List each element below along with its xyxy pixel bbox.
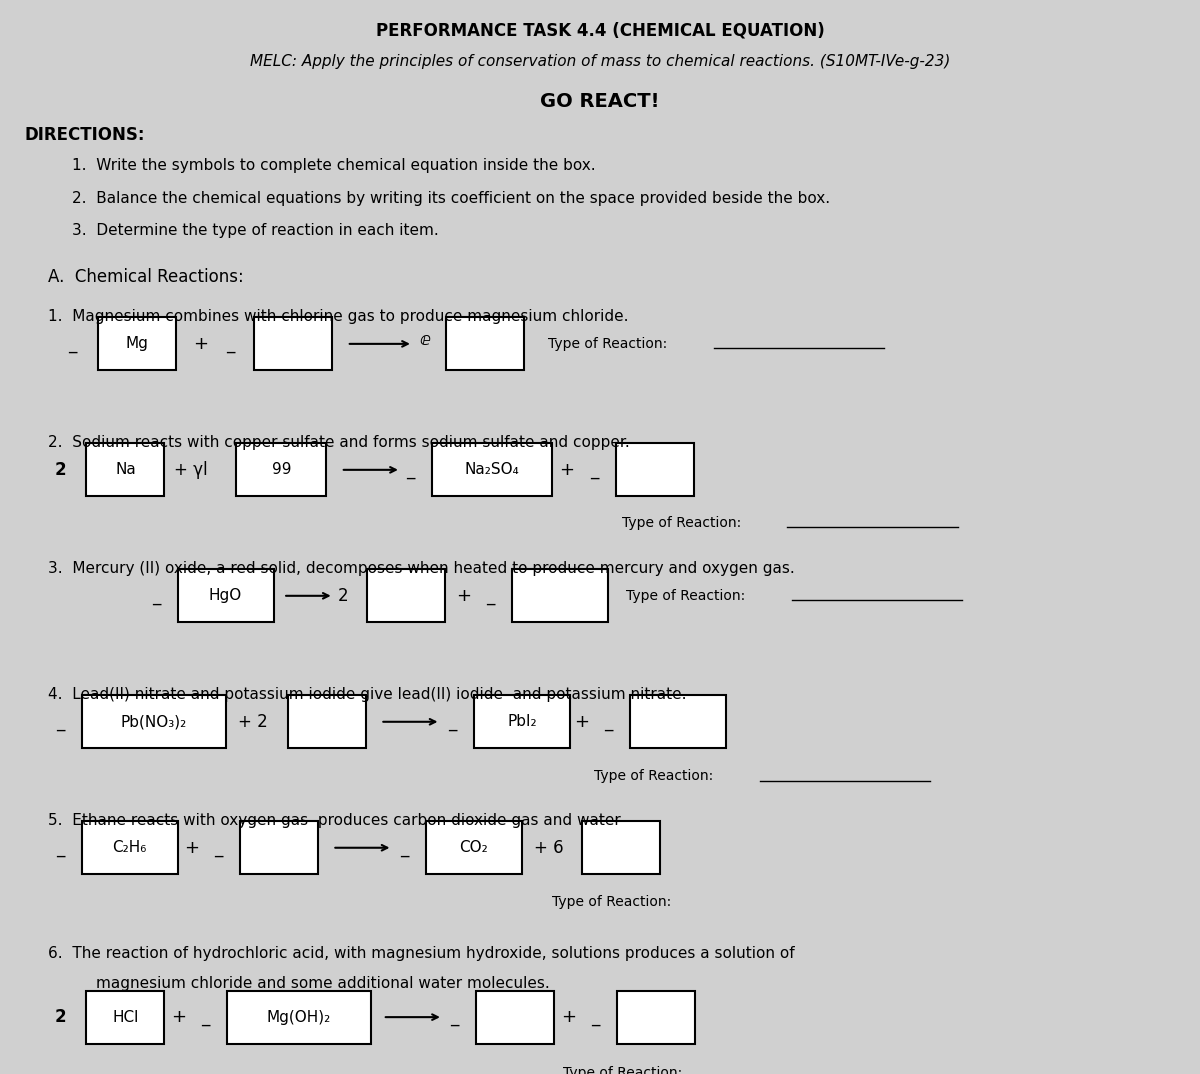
Text: +: + xyxy=(185,839,199,857)
Bar xyxy=(236,444,326,496)
Bar xyxy=(446,317,524,371)
Bar xyxy=(254,317,332,371)
Bar xyxy=(617,990,695,1044)
Text: PERFORMANCE TASK 4.4 (CHEMICAL EQUATION): PERFORMANCE TASK 4.4 (CHEMICAL EQUATION) xyxy=(376,21,824,40)
Text: HgO: HgO xyxy=(209,589,242,604)
Text: Type of Reaction:: Type of Reaction: xyxy=(552,896,671,910)
Bar xyxy=(630,695,726,749)
Text: Mg(OH)₂: Mg(OH)₂ xyxy=(266,1010,331,1025)
Text: _: _ xyxy=(202,1008,209,1026)
Text: Type of Reaction:: Type of Reaction: xyxy=(622,516,740,529)
Bar xyxy=(288,695,366,749)
Text: +: + xyxy=(172,1008,186,1026)
Text: ⅇ: ⅇ xyxy=(419,331,431,349)
Text: 4.  Lead(II) nitrate and potassium iodide give lead(II) iodide  and potassium ni: 4. Lead(II) nitrate and potassium iodide… xyxy=(48,687,686,702)
Text: _: _ xyxy=(68,335,76,353)
Text: _: _ xyxy=(592,1008,599,1026)
Text: Pb(NO₃)₂: Pb(NO₃)₂ xyxy=(120,714,187,729)
Bar xyxy=(86,444,164,496)
Text: 1.  Magnesium combines with chlorine gas to produce magnesium chloride.: 1. Magnesium combines with chlorine gas … xyxy=(48,309,629,324)
Bar xyxy=(432,444,552,496)
Text: _: _ xyxy=(56,839,64,857)
Bar xyxy=(582,822,660,874)
Bar xyxy=(98,317,176,371)
Bar xyxy=(240,822,318,874)
Text: +: + xyxy=(562,1008,576,1026)
Text: 3.  Mercury (II) oxide, a red solid, decomposes when heated to produce mercury a: 3. Mercury (II) oxide, a red solid, deco… xyxy=(48,561,794,576)
Text: 99: 99 xyxy=(271,462,292,477)
Bar xyxy=(476,990,554,1044)
Text: PbI₂: PbI₂ xyxy=(508,714,536,729)
Text: C₂H₆: C₂H₆ xyxy=(113,840,146,855)
Text: GO REACT!: GO REACT! xyxy=(540,92,660,111)
Text: Type of Reaction:: Type of Reaction: xyxy=(563,1066,682,1074)
Text: magnesium chloride and some additional water molecules.: magnesium chloride and some additional w… xyxy=(96,976,550,991)
Text: 1.  Write the symbols to complete chemical equation inside the box.: 1. Write the symbols to complete chemica… xyxy=(72,158,595,173)
Text: Type of Reaction:: Type of Reaction: xyxy=(548,337,667,351)
Text: CO₂: CO₂ xyxy=(460,840,488,855)
Text: 3.  Determine the type of reaction in each item.: 3. Determine the type of reaction in eac… xyxy=(72,223,439,238)
Text: +: + xyxy=(456,586,470,605)
Text: + γl: + γl xyxy=(174,461,208,479)
Text: _: _ xyxy=(590,461,598,479)
Text: 2.  Balance the chemical equations by writing its coefficient on the space provi: 2. Balance the chemical equations by wri… xyxy=(72,191,830,205)
Text: +: + xyxy=(193,335,208,353)
Text: _: _ xyxy=(605,713,612,730)
Text: Type of Reaction:: Type of Reaction: xyxy=(594,769,713,783)
Text: 5.  Ethane reacts with oxygen gas  produces carbon dioxide gas and water: 5. Ethane reacts with oxygen gas produce… xyxy=(48,813,620,828)
Text: +: + xyxy=(559,461,574,479)
Text: 2.  Sodium reacts with copper sulfate and forms sodium sulfate and copper.: 2. Sodium reacts with copper sulfate and… xyxy=(48,435,630,450)
Text: DIRECTIONS:: DIRECTIONS: xyxy=(24,126,144,144)
Text: 2: 2 xyxy=(54,1008,66,1026)
Text: _: _ xyxy=(401,839,408,857)
Text: +: + xyxy=(575,713,589,730)
Bar xyxy=(474,695,570,749)
Bar xyxy=(426,822,522,874)
Text: _: _ xyxy=(487,586,494,605)
Text: _: _ xyxy=(56,713,64,730)
Bar xyxy=(86,990,164,1044)
Text: 6.  The reaction of hydrochloric acid, with magnesium hydroxide, solutions produ: 6. The reaction of hydrochloric acid, wi… xyxy=(48,945,794,960)
Text: _: _ xyxy=(451,1008,458,1026)
Bar xyxy=(227,990,371,1044)
Text: + 2: + 2 xyxy=(238,713,268,730)
Text: _: _ xyxy=(449,713,456,730)
Text: MELC: Apply the principles of conservation of mass to chemical reactions. (S10MT: MELC: Apply the principles of conservati… xyxy=(250,54,950,69)
Bar xyxy=(178,569,274,622)
Bar xyxy=(82,695,226,749)
Text: + 6: + 6 xyxy=(534,839,564,857)
Bar xyxy=(512,569,608,622)
Text: _: _ xyxy=(152,586,160,605)
Text: _: _ xyxy=(407,461,414,479)
Text: Type of Reaction:: Type of Reaction: xyxy=(626,589,745,603)
Text: _: _ xyxy=(215,839,222,857)
Bar xyxy=(367,569,445,622)
Text: Na₂SO₄: Na₂SO₄ xyxy=(464,462,520,477)
Text: Na: Na xyxy=(115,462,136,477)
Text: A.  Chemical Reactions:: A. Chemical Reactions: xyxy=(48,268,244,286)
Text: HCl: HCl xyxy=(113,1010,138,1025)
Text: 2: 2 xyxy=(338,586,348,605)
Text: _: _ xyxy=(227,335,234,353)
Bar xyxy=(82,822,178,874)
Bar xyxy=(616,444,694,496)
Text: 2: 2 xyxy=(54,461,66,479)
Text: Mg: Mg xyxy=(126,336,149,351)
